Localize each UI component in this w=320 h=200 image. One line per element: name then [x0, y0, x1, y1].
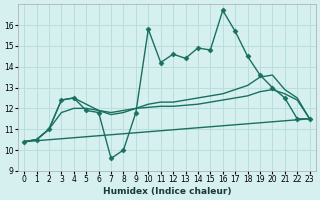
X-axis label: Humidex (Indice chaleur): Humidex (Indice chaleur): [103, 187, 231, 196]
